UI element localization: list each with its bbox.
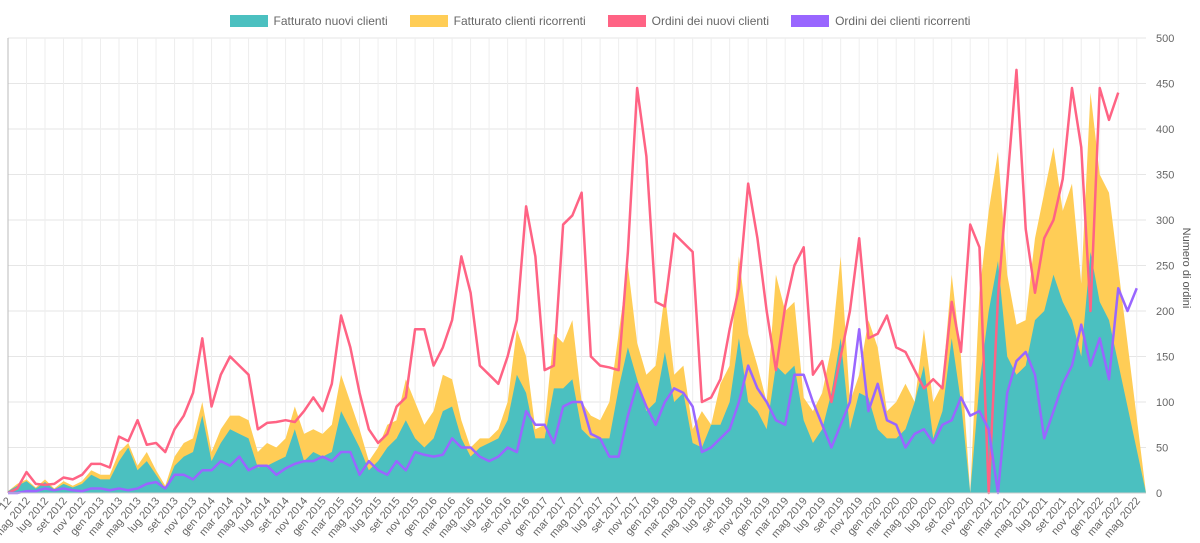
- y-tick-label: 150: [1156, 352, 1174, 364]
- legend-label: Ordini dei nuovi clienti: [651, 14, 770, 28]
- y-tick-label: 450: [1156, 79, 1174, 91]
- y-tick-label: 300: [1156, 215, 1174, 227]
- legend-swatch: [607, 15, 646, 27]
- y-tick-label: 200: [1156, 306, 1174, 318]
- legend-label: Fatturato nuovi clienti: [273, 14, 388, 28]
- legend-swatch: [229, 15, 268, 27]
- legend-item-recurring-orders[interactable]: Ordini dei clienti ricorrenti: [791, 14, 970, 28]
- legend-item-new-orders[interactable]: Ordini dei nuovi clienti: [607, 14, 770, 28]
- legend-swatch: [409, 15, 448, 27]
- y-tick-label: 0: [1156, 488, 1162, 500]
- legend-label: Ordini dei clienti ricorrenti: [835, 14, 971, 28]
- legend-item-new-revenue[interactable]: Fatturato nuovi clienti: [229, 14, 388, 28]
- y-tick-label: 100: [1156, 397, 1174, 409]
- y-tick-label: 500: [1156, 33, 1174, 45]
- y-axis-title: Numero di ordini: [1180, 228, 1192, 309]
- series-line-recurring-orders: [8, 287, 1138, 495]
- legend: Fatturato nuovi clienti Fatturato client…: [0, 14, 1200, 28]
- series-area-recurring-revenue: [8, 92, 1146, 493]
- legend-item-recurring-revenue[interactable]: Fatturato clienti ricorrenti: [409, 14, 586, 28]
- legend-swatch: [791, 15, 830, 27]
- y-tick-label: 50: [1156, 443, 1168, 455]
- legend-label: Fatturato clienti ricorrenti: [453, 14, 586, 28]
- y-tick-label: 250: [1156, 261, 1174, 273]
- y-tick-label: 400: [1156, 124, 1174, 136]
- series-area-new-revenue: [8, 251, 1146, 493]
- series-line-new-orders: [7, 68, 1120, 495]
- y-tick-label: 350: [1156, 170, 1174, 182]
